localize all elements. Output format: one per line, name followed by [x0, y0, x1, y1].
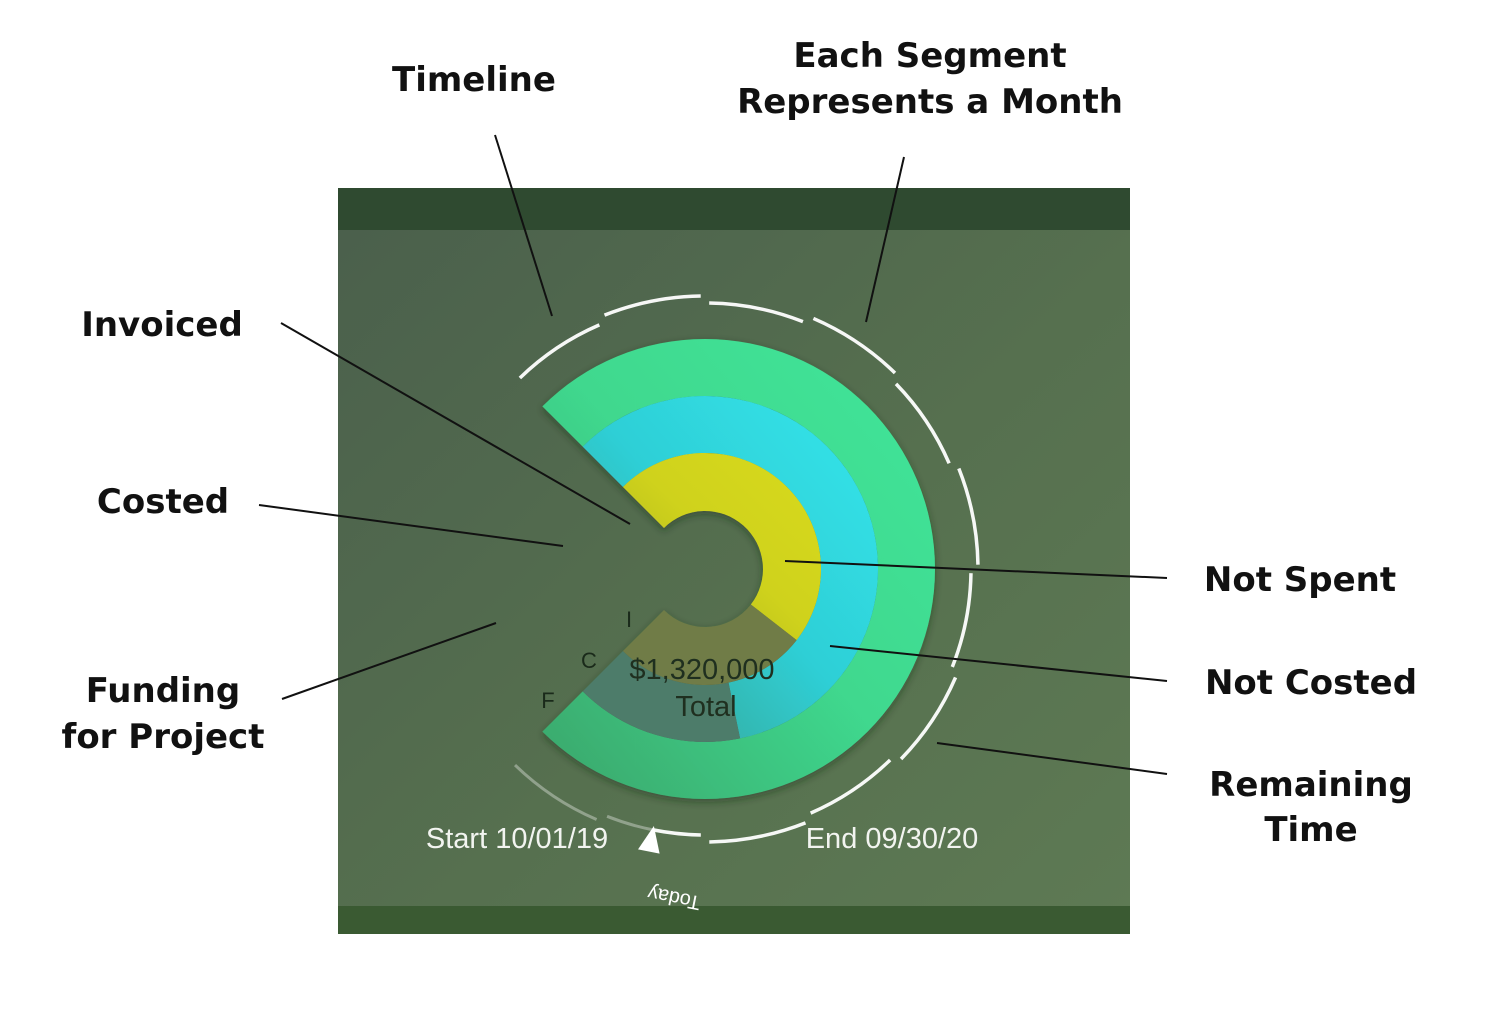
- segments-leader-line: [865, 156, 905, 323]
- total-amount: $1,320,000: [629, 654, 774, 686]
- timeline-arc: [513, 294, 980, 844]
- funding-leader-line: [281, 622, 497, 700]
- not-spent-callout: Not Spent: [1204, 560, 1396, 600]
- timeline-month-segment-remaining: [513, 763, 598, 821]
- not-costed-leader-line: [829, 645, 1168, 682]
- today-marker-icon: [638, 825, 660, 854]
- invoiced-ring-letter: I: [626, 607, 632, 632]
- timeline-month-segment-elapsed: [957, 467, 980, 565]
- not-costed-segment[interactable]: [582, 651, 741, 742]
- card-background: [338, 188, 1130, 934]
- timeline-month-segment-elapsed: [809, 758, 892, 815]
- timeline-month-segment-elapsed: [603, 294, 701, 317]
- segments-callout-line2: Represents a Month: [737, 82, 1123, 122]
- costed-leader-line: [258, 504, 564, 547]
- timeline-leader-line: [494, 134, 553, 317]
- remaining-leader-line: [936, 742, 1168, 775]
- not-spent-leader-line: [784, 560, 1168, 579]
- costed-ring[interactable]: [582, 395, 879, 739]
- costed-ring-letter: C: [581, 648, 597, 673]
- funding-ring-letter: F: [541, 688, 554, 713]
- gauge-rings: [542, 338, 935, 799]
- card-header-bar: [338, 188, 1130, 230]
- remaining-callout-line2: Time: [1264, 810, 1357, 850]
- funding-callout-line1: Funding: [86, 671, 240, 711]
- costed-callout: Costed: [97, 482, 229, 522]
- remaining-callout-line1: Remaining: [1209, 765, 1413, 805]
- card-footer-bar: [338, 906, 1130, 934]
- timeline-month-segment-elapsed: [812, 316, 897, 375]
- end-date: End 09/30/20: [806, 823, 979, 855]
- timeline-month-segment-elapsed: [518, 323, 601, 380]
- invoiced-ring[interactable]: [622, 452, 822, 641]
- timeline-month-segment-elapsed: [709, 821, 807, 844]
- funding-ring[interactable]: [542, 338, 935, 799]
- total-label: Total: [675, 691, 736, 723]
- gauge-card: [338, 188, 1130, 934]
- timeline-month-segment-elapsed: [709, 301, 804, 324]
- invoiced-leader-line: [280, 322, 631, 525]
- timeline-callout: Timeline: [392, 60, 556, 100]
- callout-leader-lines: [258, 134, 1168, 775]
- start-date: Start 10/01/19: [426, 823, 608, 855]
- timeline-month-segment-elapsed: [894, 382, 951, 465]
- not-spent-segment[interactable]: [622, 604, 797, 685]
- timeline-month-segment-elapsed: [899, 676, 958, 761]
- not-costed-callout: Not Costed: [1205, 663, 1417, 703]
- funding-callout-line2: for Project: [62, 717, 265, 757]
- invoiced-callout: Invoiced: [81, 305, 243, 345]
- segments-callout-line1: Each Segment: [793, 36, 1066, 76]
